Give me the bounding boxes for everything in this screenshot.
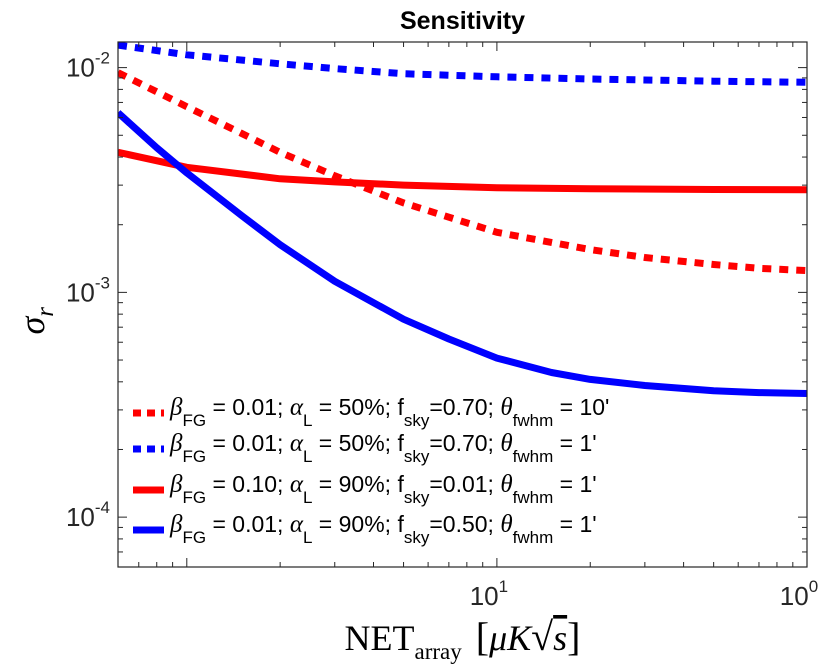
legend-f-sub: sky <box>404 488 430 507</box>
legend-entry-2: βFG = 0.01; αL = 50%; fsky=0.70; θfwhm =… <box>169 430 597 466</box>
legend-beta: β <box>169 511 183 538</box>
legend-theta: θ <box>500 511 512 538</box>
x-axis-label-mu: μ <box>488 618 507 658</box>
legend-f-val: =0.70; <box>429 394 500 420</box>
x-axis-label-sub: array <box>415 639 463 664</box>
legend-f-sub: sky <box>404 528 430 547</box>
y-tick-label-exp: -2 <box>95 49 110 68</box>
y-tick-label: 10-4 <box>66 498 110 532</box>
y-tick-label-base: 10 <box>66 53 95 83</box>
legend-beta-val: = 0.01; <box>206 511 290 537</box>
y-axis-label-sub: r <box>32 307 59 317</box>
legend-theta: θ <box>500 430 512 457</box>
legend-alpha-val: = 50%; f <box>312 394 404 420</box>
x-tick-label-exp: 0 <box>809 577 818 596</box>
legend-alpha: α <box>290 430 304 457</box>
legend-beta: β <box>169 430 183 457</box>
x-tick-label-exp: 1 <box>499 577 508 596</box>
legend-alpha-val: = 90%; f <box>312 511 404 537</box>
y-axis-label-symbol: σ <box>12 316 52 335</box>
legend-alpha-sub: L <box>303 488 312 507</box>
legend-alpha: α <box>290 471 304 498</box>
legend-entry-3: βFG = 0.10; αL = 90%; fsky=0.01; θfwhm =… <box>169 471 597 507</box>
legend-beta-val: = 0.01; <box>206 394 290 420</box>
y-tick-label-exp: -3 <box>95 273 110 292</box>
x-tick-label: 100 <box>780 577 818 611</box>
legend: βFG = 0.01; αL = 50%; fsky=0.70; θfwhm =… <box>133 394 609 547</box>
legend-f-val: =0.01; <box>429 471 500 497</box>
legend-beta-sub: FG <box>182 528 206 547</box>
legend-f-sub: sky <box>404 447 430 466</box>
x-axis-label-main: NET <box>345 618 415 658</box>
legend-theta-sub: fwhm <box>513 447 554 466</box>
legend-theta-sub: fwhm <box>513 528 554 547</box>
legend-theta: θ <box>500 471 512 498</box>
legend-beta-val: = 0.01; <box>206 430 290 456</box>
x-tick-label-base: 10 <box>470 581 499 611</box>
legend-theta-val: = 1' <box>553 430 596 456</box>
y-tick-label-base: 10 <box>66 502 95 532</box>
y-tick-label: 10-3 <box>66 273 110 307</box>
x-axis-label-sqrt: √ <box>531 614 553 659</box>
legend-theta-sub: fwhm <box>513 411 554 430</box>
y-tick-label: 10-2 <box>66 49 110 83</box>
plot-area <box>118 42 807 567</box>
legend-alpha: α <box>290 394 304 421</box>
legend-alpha-sub: L <box>303 411 312 430</box>
legend-beta: β <box>169 394 183 421</box>
axes-frame <box>117 41 808 568</box>
legend-theta-sub: fwhm <box>513 488 554 507</box>
legend-beta-sub: FG <box>182 488 206 507</box>
series-line-1 <box>118 69 807 275</box>
legend-alpha-sub: L <box>303 447 312 466</box>
legend-f-val: =0.50; <box>429 511 500 537</box>
legend-alpha: α <box>290 511 304 538</box>
legend-alpha-sub: L <box>303 528 312 547</box>
legend-f-val: =0.70; <box>429 430 500 456</box>
legend-beta: β <box>169 471 183 498</box>
chart-title: Sensitivity <box>400 7 525 35</box>
series-line-3 <box>118 148 807 194</box>
legend-beta-sub: FG <box>182 447 206 466</box>
legend-beta-val: = 0.10; <box>206 471 290 497</box>
x-axis-label-k: K <box>506 618 533 658</box>
x-axis-label-open: [ <box>476 614 489 659</box>
legend-alpha-val: = 90%; f <box>312 471 404 497</box>
legend-alpha-val: = 50%; f <box>312 430 404 456</box>
legend-f-sub: sky <box>404 411 430 430</box>
y-tick-label-base: 10 <box>66 277 95 307</box>
legend-entry-1: βFG = 0.01; αL = 50%; fsky=0.70; θfwhm =… <box>169 394 609 430</box>
x-tick-label-base: 10 <box>780 581 809 611</box>
series-line-4 <box>118 110 807 397</box>
legend-theta-val: = 10' <box>553 394 609 420</box>
x-axis-label-close: ] <box>567 614 580 659</box>
legend-theta-val: = 1' <box>553 511 596 537</box>
legend-theta: θ <box>500 394 512 421</box>
series-layer <box>118 42 807 397</box>
legend-entry-4: βFG = 0.01; αL = 90%; fsky=0.50; θfwhm =… <box>169 511 597 547</box>
x-axis-label: NETarray [μK√s] <box>345 614 581 664</box>
legend-theta-val: = 1' <box>553 471 596 497</box>
x-tick-label: 101 <box>470 577 508 611</box>
x-axis-label-s: s <box>553 618 567 658</box>
y-tick-label-exp: -4 <box>95 498 110 517</box>
legend-beta-sub: FG <box>182 411 206 430</box>
y-axis-label: σr <box>12 307 59 335</box>
